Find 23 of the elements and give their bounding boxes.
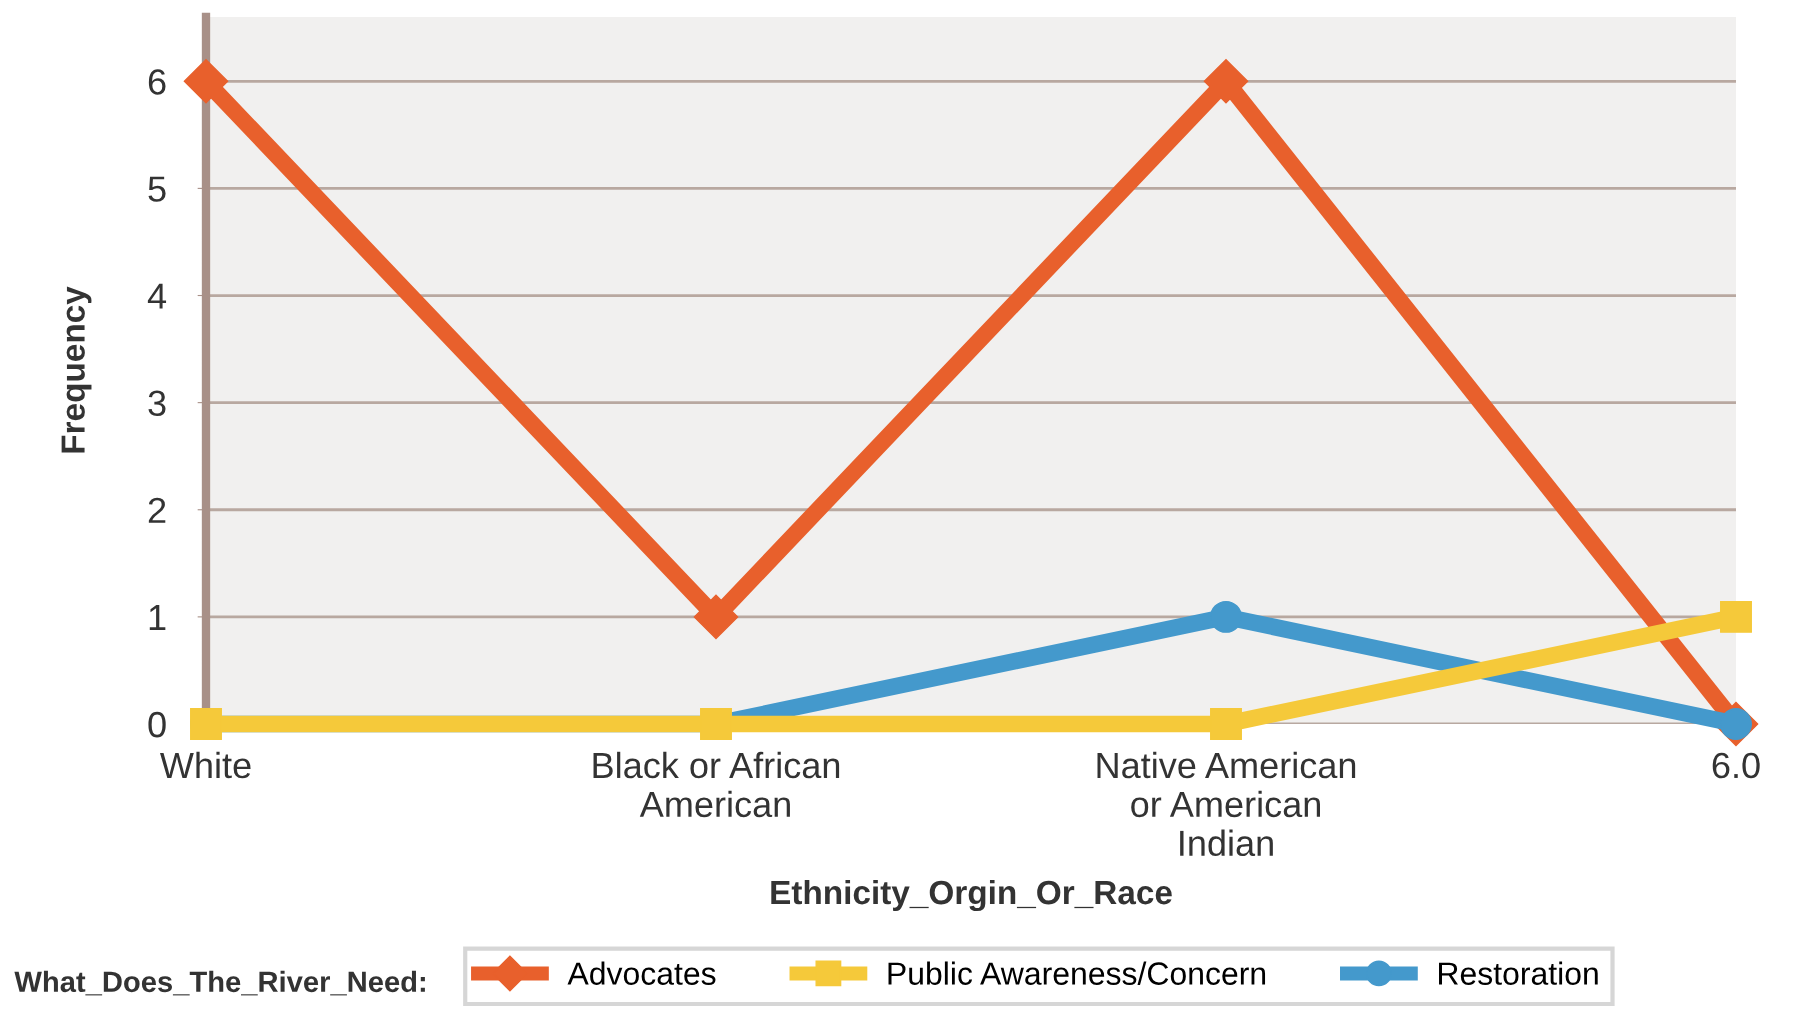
point [1210,708,1242,740]
x-tick-label: 6.0 [1712,752,1760,779]
point [183,58,229,104]
x-tick-label: White [160,751,251,779]
point [1720,600,1752,633]
x-axis-title: Ethnicity_Orgin_Or_Race [771,879,1172,912]
y-tick-label: 5 [148,176,166,202]
y-tick-label: 0 [148,711,166,738]
legend-label: Public Awareness/Concern [888,961,1266,985]
y-tick-label: 2 [148,497,166,523]
x-tick-label: Black or African American [593,751,840,818]
point [1203,58,1249,104]
y-tick-label: 1 [149,605,166,630]
legend-label: Advocates [567,961,716,985]
y-tick-label: 6 [148,69,166,95]
point [693,594,739,640]
point [1210,600,1242,633]
legend-title: What_Does_The_River_Need: [14,970,425,996]
y-tick-label: 3 [148,390,166,417]
legend-label: Restoration [1439,961,1598,985]
x-tick-label: Native American or American Indian [1097,751,1356,857]
y-axis-title: Frequency [61,286,92,453]
y-tick-label: 4 [147,283,167,309]
